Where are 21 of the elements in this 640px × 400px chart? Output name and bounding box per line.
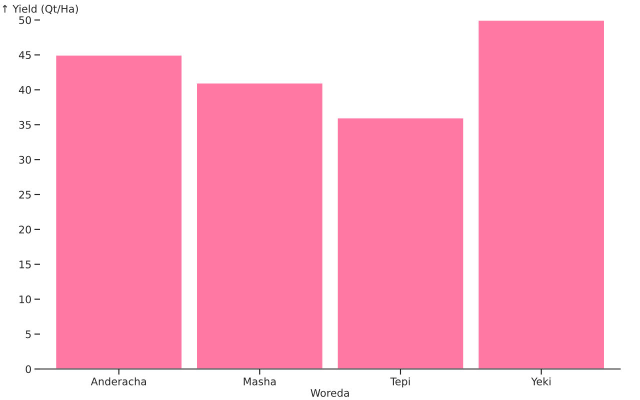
y-tick-label: 10 — [20, 295, 31, 304]
x-tick-label: Yeki — [531, 377, 550, 386]
bar — [336, 117, 465, 369]
bar — [477, 20, 606, 369]
y-axis-title: ↑ Yield (Qt/Ha) — [2, 4, 78, 14]
y-tick-label: 40 — [18, 86, 31, 94]
bar — [196, 82, 324, 369]
y-tick-label: 35 — [19, 120, 31, 129]
y-tick-label: 20 — [19, 226, 31, 234]
x-tick-label: Masha — [244, 377, 276, 386]
y-tick-label: 5 — [26, 330, 31, 338]
y-tick-label: 25 — [19, 190, 31, 199]
bar — [54, 54, 183, 369]
y-tick-label: 50 — [19, 16, 31, 24]
y-tick-label: 15 — [20, 260, 31, 268]
y-tick-label: 45 — [18, 51, 31, 60]
y-tick-label: 30 — [19, 156, 31, 164]
x-tick-label: Tepi — [390, 377, 410, 388]
x-tick-label: Anderacha — [90, 377, 146, 386]
y-tick-label: 0 — [26, 365, 31, 374]
x-axis-title: Woreda — [310, 388, 349, 397]
